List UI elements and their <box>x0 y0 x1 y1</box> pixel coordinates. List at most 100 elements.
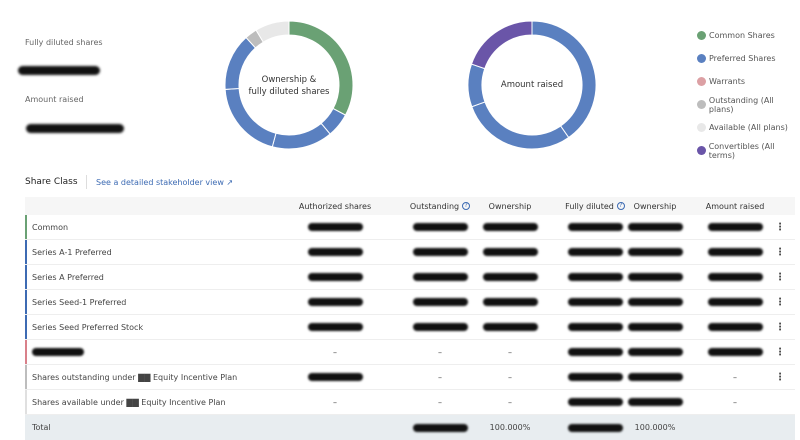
redacted-value <box>567 273 623 281</box>
cell-value: – <box>733 372 737 382</box>
share-class-name: Common <box>32 222 69 232</box>
share-class-name: Shares outstanding under ▇▇ Equity Incen… <box>32 372 238 382</box>
more-options-icon[interactable]: ⋮ <box>775 321 785 333</box>
total-row: Total 100.000% 100.000% <box>25 415 795 440</box>
column-header[interactable]: Ownership <box>633 201 677 211</box>
legend-item: Convertibles (All terms) <box>697 139 800 162</box>
share-class-name: Series A-1 Preferred <box>32 247 112 257</box>
redacted-value <box>627 348 683 356</box>
legend-label: Outstanding (All plans) <box>708 95 774 114</box>
redacted-value <box>707 273 763 281</box>
redacted-value <box>482 248 538 256</box>
share-class-name: Series Seed-1 Preferred <box>32 297 127 307</box>
share-class-name: Series A Preferred <box>32 272 104 282</box>
legend-label: Preferred Shares <box>709 54 776 63</box>
cell-value: – <box>733 397 737 407</box>
row-color-bar <box>25 390 27 414</box>
redacted-value <box>707 323 763 331</box>
donut-segment[interactable] <box>471 101 570 150</box>
column-header[interactable]: Amount raised <box>705 201 765 211</box>
redacted-value <box>627 373 683 381</box>
row-color-bar <box>25 290 27 314</box>
redacted-value <box>307 298 363 306</box>
cell-value: 100.000% <box>489 423 531 432</box>
redacted-value <box>567 223 623 231</box>
legend-item: Warrants <box>697 70 800 93</box>
row-color-bar <box>25 265 27 289</box>
more-options-icon[interactable]: ⋮ <box>775 371 785 383</box>
redacted-value <box>412 323 468 331</box>
ownership-donut <box>224 20 354 150</box>
redacted-value <box>567 423 623 432</box>
redacted-value <box>627 273 683 281</box>
table-row[interactable]: Series Seed-1 Preferred ⋮ <box>25 290 795 315</box>
redacted-value <box>412 273 468 281</box>
help-icon[interactable]: ? <box>462 202 471 210</box>
table-row[interactable]: Shares available under ▇▇ Equity Incenti… <box>25 390 795 415</box>
legend-dot-icon <box>697 123 706 132</box>
redacted-value <box>627 398 683 406</box>
column-header[interactable]: Ownership <box>488 201 532 211</box>
legend-dot-icon <box>697 54 706 63</box>
row-color-bar <box>25 215 27 239</box>
more-options-icon[interactable]: ⋮ <box>775 346 785 358</box>
share-class-name: Shares available under ▇▇ Equity Incenti… <box>32 397 226 407</box>
table-row[interactable]: – – – ⋮ <box>25 340 795 365</box>
cell-value: – <box>438 372 442 382</box>
redacted-value <box>627 248 683 256</box>
legend-dot-icon <box>697 77 706 86</box>
donut-segment[interactable] <box>271 122 331 150</box>
redacted-value <box>482 298 538 306</box>
more-options-icon[interactable]: ⋮ <box>775 246 785 258</box>
redacted-value <box>307 248 363 256</box>
legend-item: Preferred Shares <box>697 47 800 70</box>
table-row[interactable]: Shares outstanding under ▇▇ Equity Incen… <box>25 365 795 390</box>
section-title: Share Class <box>25 177 78 187</box>
donut-segment[interactable] <box>255 20 290 43</box>
row-color-bar <box>25 365 27 389</box>
redacted-value <box>307 373 363 381</box>
legend-dot-icon <box>697 100 706 109</box>
redacted-value <box>707 223 763 231</box>
amount-donut <box>467 20 597 150</box>
stakeholder-view-link[interactable]: See a detailed stakeholder view ↗ <box>96 178 234 187</box>
redacted-value <box>707 348 763 356</box>
table-row[interactable]: Series Seed Preferred Stock ⋮ <box>25 315 795 340</box>
row-color-bar <box>25 315 27 339</box>
donut-segment[interactable] <box>467 63 486 108</box>
cell-value: – <box>438 397 442 407</box>
redacted-value <box>627 298 683 306</box>
legend-item: Available (All plans) <box>697 116 800 139</box>
more-options-icon[interactable]: ⋮ <box>775 221 785 233</box>
redacted-value <box>707 298 763 306</box>
donut-segment[interactable] <box>288 20 354 116</box>
redacted-value <box>412 248 468 256</box>
legend-item: Common Shares <box>697 24 800 47</box>
redacted-value <box>567 348 623 356</box>
share-class-name: Series Seed Preferred Stock <box>32 322 144 332</box>
more-options-icon[interactable]: ⋮ <box>775 271 785 283</box>
total-label: Total <box>32 423 51 432</box>
legend-label: Convertibles (All terms) <box>708 141 775 160</box>
legend-label: Common Shares <box>709 31 775 40</box>
donut-center-label: fully diluted shares <box>248 87 330 97</box>
column-header[interactable]: Fully diluted <box>565 201 614 211</box>
table-row[interactable]: Common ⋮ <box>25 215 795 240</box>
chart-legend: Common Shares Preferred Shares Warrants Out… <box>697 24 800 162</box>
more-options-icon[interactable]: ⋮ <box>775 296 785 308</box>
legend-dot-icon <box>697 146 706 155</box>
redacted-value <box>567 248 623 256</box>
row-color-bar <box>25 240 27 264</box>
help-icon[interactable]: ? <box>616 202 625 210</box>
table-row[interactable]: Series A-1 Preferred ⋮ <box>25 240 795 265</box>
redacted-value <box>32 348 84 356</box>
redacted-value <box>307 223 363 231</box>
cell-value: – <box>508 397 512 407</box>
column-header[interactable]: Authorized shares <box>298 201 372 211</box>
redacted-value <box>567 323 623 331</box>
donut-segment[interactable] <box>470 20 533 70</box>
column-header[interactable]: Outstanding <box>409 201 460 211</box>
cell-value: – <box>438 347 442 357</box>
table-row[interactable]: Series A Preferred ⋮ <box>25 265 795 290</box>
row-color-bar <box>25 340 27 364</box>
